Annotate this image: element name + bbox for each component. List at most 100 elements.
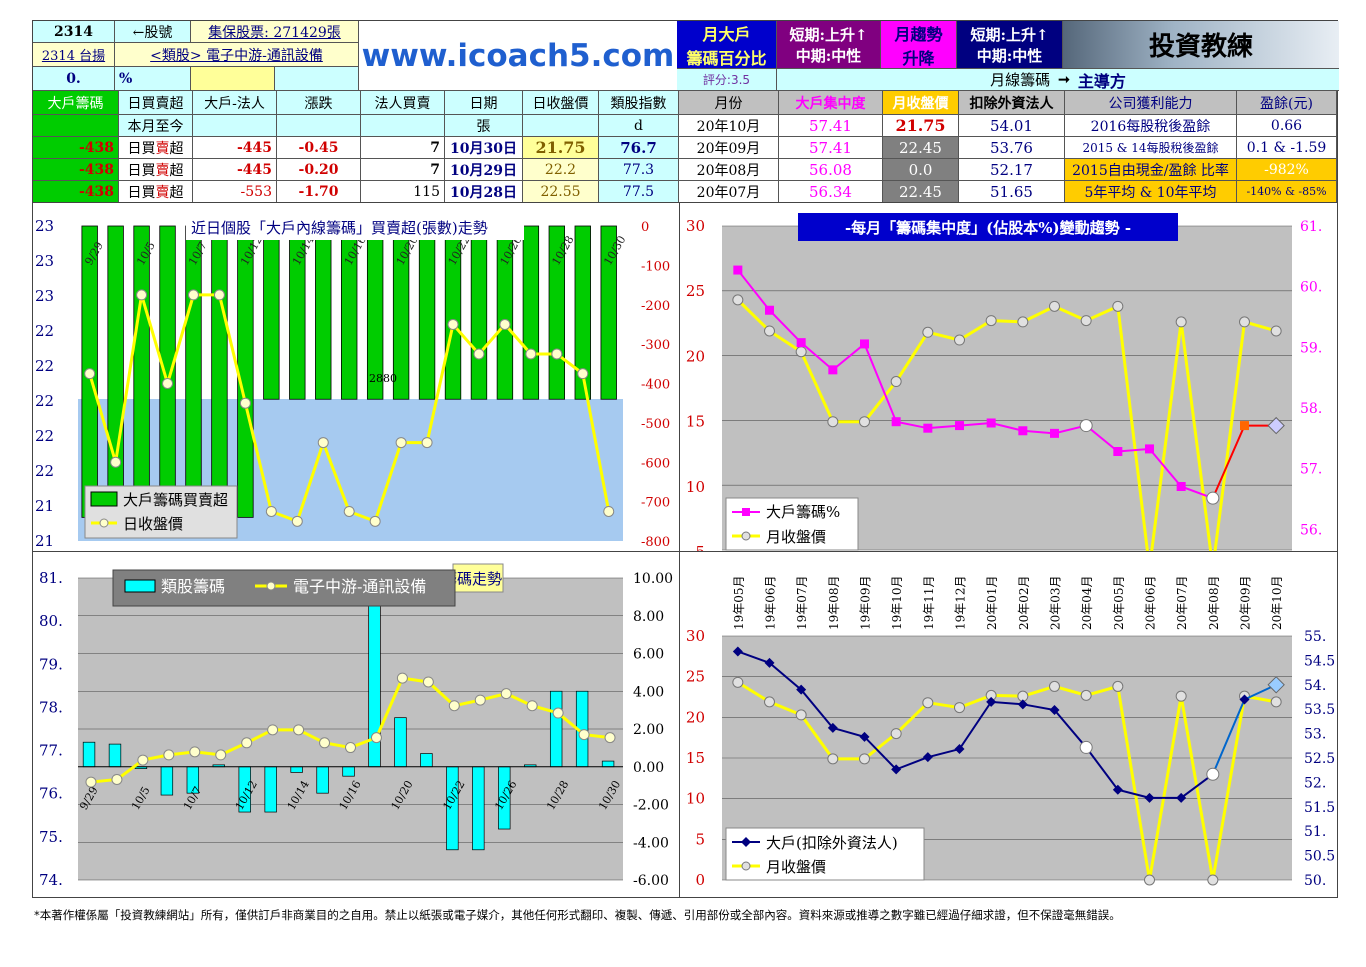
- point: [954, 702, 965, 714]
- point: [954, 744, 965, 755]
- y-tick-right: 4.00: [633, 684, 664, 700]
- point: [526, 700, 538, 712]
- point: [733, 265, 743, 275]
- bar: [159, 225, 176, 518]
- point: [1050, 428, 1059, 438]
- col-sub: 張: [445, 115, 523, 137]
- y-tick-right: 53.5: [1304, 702, 1335, 718]
- point: [603, 505, 615, 517]
- bar: [418, 225, 436, 400]
- profit-label: 2015自由現金/盈餘 比率: [1065, 159, 1237, 181]
- bar: [263, 225, 280, 400]
- point: [137, 754, 149, 766]
- point: [552, 707, 564, 719]
- y-tick-right: 2.00: [633, 722, 664, 738]
- bar: [472, 766, 485, 851]
- x-tick: 20年10月: [1270, 575, 1284, 630]
- x-tick: 20年03月: [1049, 575, 1063, 630]
- big-holder-value: -438: [33, 137, 119, 159]
- row-type: 日買賣超: [119, 137, 193, 159]
- chart-chip-concentration: 3025201510561.60.59.58.57.56.55.-每月「籌碼集中…: [679, 202, 1338, 552]
- point: [891, 764, 902, 775]
- point: [796, 338, 806, 348]
- point: [1145, 444, 1154, 454]
- col-header: 日買賣超: [119, 91, 193, 115]
- profit-label: 2015 & 14每股稅後盈餘: [1065, 137, 1237, 159]
- legend-label: 日收盤價: [123, 515, 183, 533]
- col-header: 月收盤價: [883, 91, 959, 115]
- col-header: 大戶集中度: [779, 91, 883, 115]
- y-tick-right: 57.: [1300, 462, 1322, 478]
- x-tick: 19年05月: [732, 575, 746, 630]
- y-tick-right: 60.: [1300, 280, 1322, 296]
- monthly-chip-label: 月線籌碼: [990, 71, 1051, 89]
- col-header: 日期: [445, 91, 523, 115]
- point: [604, 732, 616, 744]
- point: [1239, 694, 1250, 705]
- point: [215, 749, 227, 761]
- y-tick-left: 5: [695, 543, 705, 552]
- change-value: -0.45: [277, 137, 361, 159]
- point: [985, 315, 997, 327]
- col-header: 公司獲利能力: [1065, 91, 1237, 115]
- ex-foreign-value: 54.01: [959, 115, 1065, 137]
- point: [764, 325, 775, 337]
- bar: [315, 225, 332, 400]
- legend-box: [112, 569, 456, 607]
- y-tick-left: 10: [686, 478, 705, 496]
- y-tick-right: 56.: [1300, 522, 1322, 538]
- chart-title: -每月「籌碼集中度」(佔股本%)變動趨勢 -: [845, 219, 1131, 237]
- y-tick-left: 30: [686, 217, 705, 235]
- point: [291, 515, 303, 527]
- y-tick-left: 25: [686, 282, 705, 300]
- website-link[interactable]: www.icoach5.com: [359, 21, 677, 91]
- month-trend-value: 短期:上升↑ 中期:中性: [957, 21, 1063, 69]
- bar: [185, 225, 202, 518]
- profit-value: -140% & -85%: [1237, 181, 1337, 203]
- point: [136, 289, 148, 301]
- legend-label: 大戶(扣除外資法人): [766, 834, 898, 852]
- close-value: 22.55: [523, 181, 599, 203]
- point: [241, 737, 253, 749]
- col-header: 漲跌: [277, 91, 361, 115]
- annotation: 2880: [369, 372, 397, 385]
- point: [1080, 689, 1092, 701]
- point: [828, 365, 838, 375]
- y-tick-left: 15: [686, 749, 705, 767]
- point: [891, 417, 901, 427]
- point: [827, 722, 838, 733]
- legend-marker: [741, 837, 751, 847]
- point: [1080, 315, 1092, 327]
- concentration-value: 57.41: [779, 115, 883, 137]
- point: [954, 334, 965, 346]
- net-value: -445: [193, 159, 277, 181]
- y-tick-right: 54.5: [1304, 653, 1335, 669]
- col-sub: [523, 115, 599, 137]
- legend-label: 類股籌碼: [161, 577, 225, 596]
- chart-big-holder-daily: 9/29 10/5 10/7 10/12 10/14 10/16 10/20 10/22 10/…: [32, 202, 679, 552]
- col-header: 日收盤價: [523, 91, 599, 115]
- point: [795, 346, 807, 358]
- point: [369, 515, 381, 527]
- profit-value: 0.66: [1237, 115, 1337, 137]
- y-tick-right: 6.00: [633, 647, 664, 663]
- chart-title: 近日個股「大戶內線籌碼」買賣超(張數)走勢: [191, 219, 488, 237]
- legend-box: [725, 497, 859, 551]
- x-tick: 20年04月: [1080, 575, 1094, 630]
- y-tick-right: 0.00: [633, 760, 664, 776]
- point: [317, 437, 329, 449]
- point: [1267, 416, 1285, 435]
- point: [922, 752, 933, 763]
- bar: [107, 225, 124, 518]
- concentration-value: 56.34: [779, 181, 883, 203]
- bar: [394, 717, 407, 768]
- col-header: 盈餘(元): [1237, 91, 1337, 115]
- chart-sector-chip: 9/29 10/5 10/7 10/12 10/14 10/16 10/20 10/22 10/…: [32, 552, 679, 898]
- point: [764, 696, 775, 708]
- y-tick-left: 22: [35, 392, 54, 410]
- y-tick-right: -4.00: [633, 835, 669, 851]
- index-value: 77.5: [599, 181, 679, 203]
- legend-bar-swatch: [124, 579, 156, 593]
- y-tick-right: -400: [641, 378, 670, 393]
- y-tick-left: 76.: [39, 785, 63, 803]
